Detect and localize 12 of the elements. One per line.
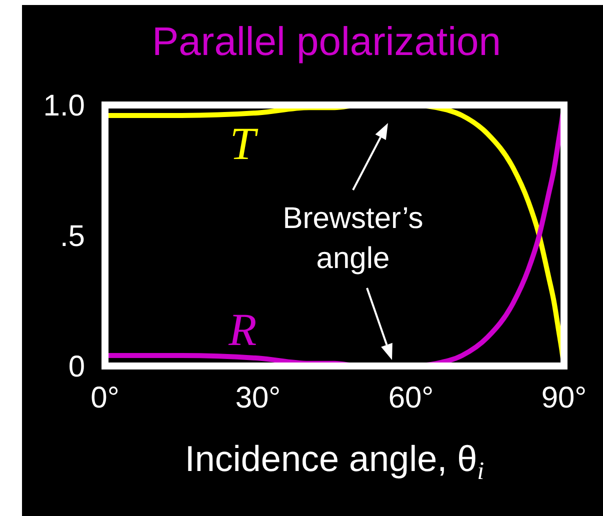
y-tick-label: .5 — [60, 220, 85, 254]
series-label: R — [228, 304, 257, 356]
x-axis-title: Incidence angle, θ$_{i}$ — [184, 438, 484, 485]
chart-title: Parallel polarization — [152, 20, 502, 64]
x-tick-label: 90° — [541, 381, 587, 414]
x-tick-label: 60° — [388, 381, 434, 414]
annotation: Brewster’s angle — [282, 202, 424, 274]
y-tick-label: 0 — [68, 350, 85, 384]
x-tick-label: 0° — [90, 381, 120, 414]
y-tick-label: 1.0 — [43, 90, 85, 123]
x-tick-label: 30° — [235, 381, 281, 414]
series-label: T — [230, 118, 259, 169]
